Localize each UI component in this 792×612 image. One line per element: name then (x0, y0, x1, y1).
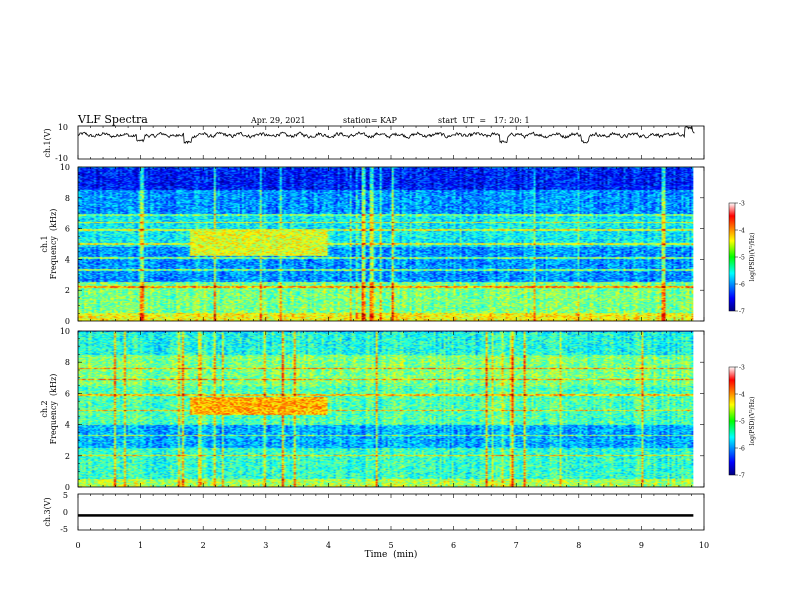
y-tick-label: 8 (65, 194, 70, 203)
ch1-colorbar-ticks: -3 -4 -5 -6 -7 (735, 201, 745, 316)
time-tick-label: 4 (326, 541, 331, 550)
colorbar-tick-label: -5 (739, 255, 745, 262)
header-station: station= KAP (343, 116, 398, 125)
time-tick-label: 1 (138, 541, 143, 550)
ch2-spectrogram-ylabel: ch.2 (40, 400, 49, 417)
ch3-waveform-frame (77, 493, 705, 531)
time-tick-label: 7 (514, 541, 519, 550)
ch1-spectrogram-xticks (77, 167, 705, 321)
y-tick-label: 6 (65, 225, 70, 234)
ch2-colorbar-ticks: -3 -4 -5 -6 -7 (735, 365, 745, 480)
ch2-spectrogram-ylabel2: Frequency (kHz) (49, 374, 58, 445)
ch2-spectrogram-image (78, 331, 694, 487)
time-tick-label: 3 (263, 541, 268, 550)
ch2-colorbar: -3 -4 -5 -6 -7 log(PSD)(V²/Hz) (728, 365, 756, 480)
y-tick-label: 0 (65, 317, 70, 326)
colorbar-tick-label: -5 (739, 419, 745, 426)
ch1-spectrogram-ylabel: ch.1 (40, 235, 49, 252)
time-tick-label: 9 (639, 541, 644, 550)
colorbar-tick-label: -7 (739, 309, 745, 316)
y-tick-label: 2 (65, 286, 70, 295)
time-tick-label: 8 (576, 541, 581, 550)
ch3-ylabel: ch.3(V) (43, 497, 52, 526)
y-tick-label: 4 (65, 255, 70, 264)
ch1-ytick-bottom: -10 (55, 154, 68, 163)
ch2-colorbar-label: log(PSD)(V²/Hz) (749, 397, 756, 446)
ch1-waveform-line (77, 125, 695, 145)
time-tick-label: 2 (201, 541, 206, 550)
ch1-ytick-top: 10 (58, 123, 68, 132)
header-start-time: start UT = 17: 20: 1 (438, 116, 530, 125)
ch1-spectrogram-image (78, 167, 694, 321)
time-tick-label: 0 (75, 541, 80, 550)
y-tick-label: 2 (65, 452, 70, 461)
colorbar-tick-label: -4 (739, 392, 745, 399)
y-tick-label: 6 (65, 389, 70, 398)
y-tick-label: 4 (65, 421, 70, 430)
y-tick-label: 10 (60, 163, 70, 172)
ch1-colorbar-label: log(PSD)(V²/Hz) (749, 233, 756, 282)
ch3-ytick-top: 5 (63, 491, 68, 500)
ch2-spectrogram-xticks (77, 331, 705, 487)
ch1-spectrogram-panel: 0 2 4 6 8 10 ch.1 Frequency (kHz) (40, 163, 705, 326)
colorbar-tick-label: -6 (739, 282, 745, 289)
ch1-spectrogram-ylabel2: Frequency (kHz) (49, 209, 58, 280)
time-tick-label: 10 (699, 541, 709, 550)
ch1-xticks (77, 126, 705, 159)
ch2-colorbar-gradient (728, 366, 736, 476)
header-date: Apr. 29, 2021 (250, 116, 306, 125)
time-tick-label: 5 (388, 541, 393, 550)
y-tick-label: 10 (60, 327, 70, 336)
y-tick-label: 8 (65, 358, 70, 367)
colorbar-tick-label: -4 (739, 228, 745, 235)
ch2-spectrogram-yticks: 0 2 4 6 8 10 (60, 327, 704, 492)
colorbar-tick-label: -3 (739, 365, 745, 372)
colorbar-tick-label: -6 (739, 446, 745, 453)
ch1-colorbar: -3 -4 -5 -6 -7 log(PSD)(V²/Hz) (728, 201, 756, 316)
time-tick-label: 6 (451, 541, 456, 550)
ch3-ytick-bottom: -5 (60, 525, 68, 534)
colorbar-tick-label: -7 (739, 473, 745, 480)
figure-title: VLF Spectra (77, 113, 148, 126)
colorbar-tick-label: -3 (739, 201, 745, 208)
y-tick-label: 0 (65, 483, 70, 492)
ch3-waveform-panel: 5 0 -5 ch.3(V) 0 1 2 3 4 5 6 7 8 9 10 Time (min) (43, 491, 709, 560)
ch3-waveform-band (78, 514, 694, 517)
ch3-ytick-mid: 0 (63, 508, 68, 517)
ch3-xticks (77, 494, 705, 530)
ch1-colorbar-gradient (728, 202, 736, 312)
ch1-waveform-frame (77, 125, 705, 160)
ch1-spectrogram-yticks: 0 2 4 6 8 10 (60, 163, 704, 326)
ch1-waveform-panel: 10 -10 ch.1(V) (43, 123, 705, 163)
ch1-ylabel: ch.1(V) (43, 128, 52, 157)
ch2-spectrogram-panel: 0 2 4 6 8 10 ch.2 Frequency (kHz) (40, 327, 705, 492)
time-axis-tick-labels: 0 1 2 3 4 5 6 7 8 9 10 (75, 541, 709, 550)
time-axis-label: Time (min) (365, 549, 418, 560)
